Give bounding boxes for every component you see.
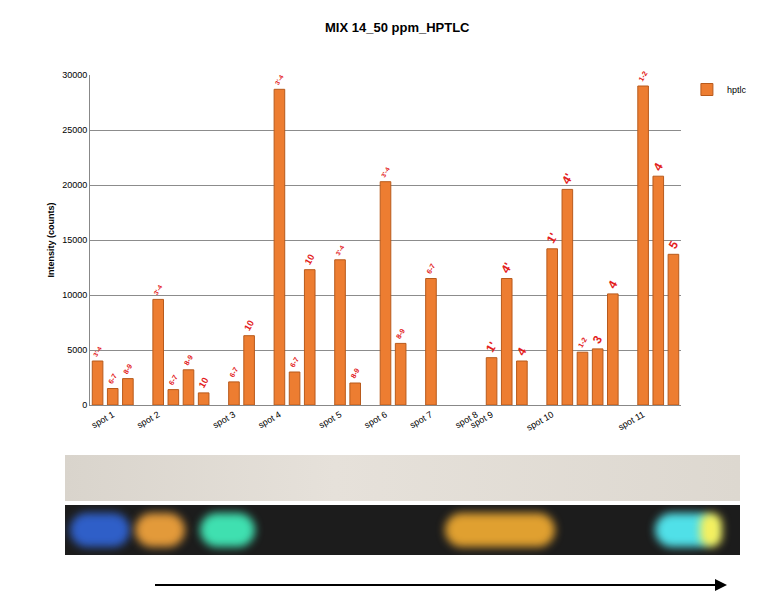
svg-text:1': 1' bbox=[544, 230, 561, 245]
svg-text:spot 5: spot 5 bbox=[317, 409, 343, 430]
svg-text:3'-4: 3'-4 bbox=[334, 244, 346, 257]
svg-text:8-9: 8-9 bbox=[349, 367, 362, 380]
svg-text:spot 10: spot 10 bbox=[525, 409, 556, 432]
svg-text:1-2: 1-2 bbox=[636, 70, 649, 83]
svg-text:10000: 10000 bbox=[62, 290, 87, 300]
svg-text:spot 11: spot 11 bbox=[616, 409, 646, 432]
svg-text:spot 6: spot 6 bbox=[363, 409, 389, 430]
svg-text:3'-4: 3'-4 bbox=[273, 73, 285, 86]
svg-text:5: 5 bbox=[666, 238, 682, 251]
svg-text:15000: 15000 bbox=[62, 235, 87, 245]
svg-text:4: 4 bbox=[650, 160, 666, 173]
svg-text:4': 4' bbox=[559, 171, 576, 186]
svg-text:4: 4 bbox=[605, 278, 621, 291]
svg-text:spot 2: spot 2 bbox=[135, 409, 161, 430]
svg-text:3'-4: 3'-4 bbox=[152, 283, 164, 296]
svg-text:0: 0 bbox=[82, 400, 87, 410]
svg-text:6-7: 6-7 bbox=[106, 372, 119, 385]
svg-text:4': 4' bbox=[498, 260, 515, 275]
svg-text:hptlc: hptlc bbox=[727, 85, 747, 95]
svg-text:Intensity (counts): Intensity (counts) bbox=[46, 202, 56, 277]
svg-text:1-2: 1-2 bbox=[576, 336, 589, 349]
svg-text:3'-4: 3'-4 bbox=[92, 345, 104, 358]
svg-text:10: 10 bbox=[197, 376, 211, 390]
svg-text:4: 4 bbox=[514, 345, 530, 358]
svg-text:20000: 20000 bbox=[62, 180, 87, 190]
svg-text:MIX 14_50 ppm_HPTLC: MIX 14_50 ppm_HPTLC bbox=[325, 20, 470, 35]
svg-text:spot 4: spot 4 bbox=[256, 409, 282, 430]
svg-text:spot 3: spot 3 bbox=[211, 409, 237, 430]
svg-text:10: 10 bbox=[303, 253, 317, 267]
svg-text:10: 10 bbox=[242, 319, 256, 333]
svg-text:1': 1' bbox=[483, 339, 500, 354]
svg-text:3: 3 bbox=[590, 333, 606, 346]
svg-text:25000: 25000 bbox=[62, 125, 87, 135]
svg-text:spot 7: spot 7 bbox=[408, 409, 434, 430]
svg-text:6-7: 6-7 bbox=[227, 365, 240, 378]
svg-text:8-9: 8-9 bbox=[394, 327, 407, 340]
svg-text:spot 9: spot 9 bbox=[469, 409, 495, 430]
svg-text:6-7: 6-7 bbox=[167, 373, 180, 386]
svg-text:6-7: 6-7 bbox=[288, 356, 301, 369]
svg-text:spot 8: spot 8 bbox=[453, 409, 479, 430]
svg-text:30000: 30000 bbox=[62, 70, 87, 80]
svg-text:8-9: 8-9 bbox=[182, 353, 195, 366]
svg-text:spot 1: spot 1 bbox=[90, 409, 116, 430]
svg-text:8-9: 8-9 bbox=[121, 362, 134, 375]
svg-text:6-7: 6-7 bbox=[424, 262, 437, 275]
svg-text:3'-4: 3'-4 bbox=[379, 165, 391, 178]
svg-text:5000: 5000 bbox=[67, 345, 87, 355]
